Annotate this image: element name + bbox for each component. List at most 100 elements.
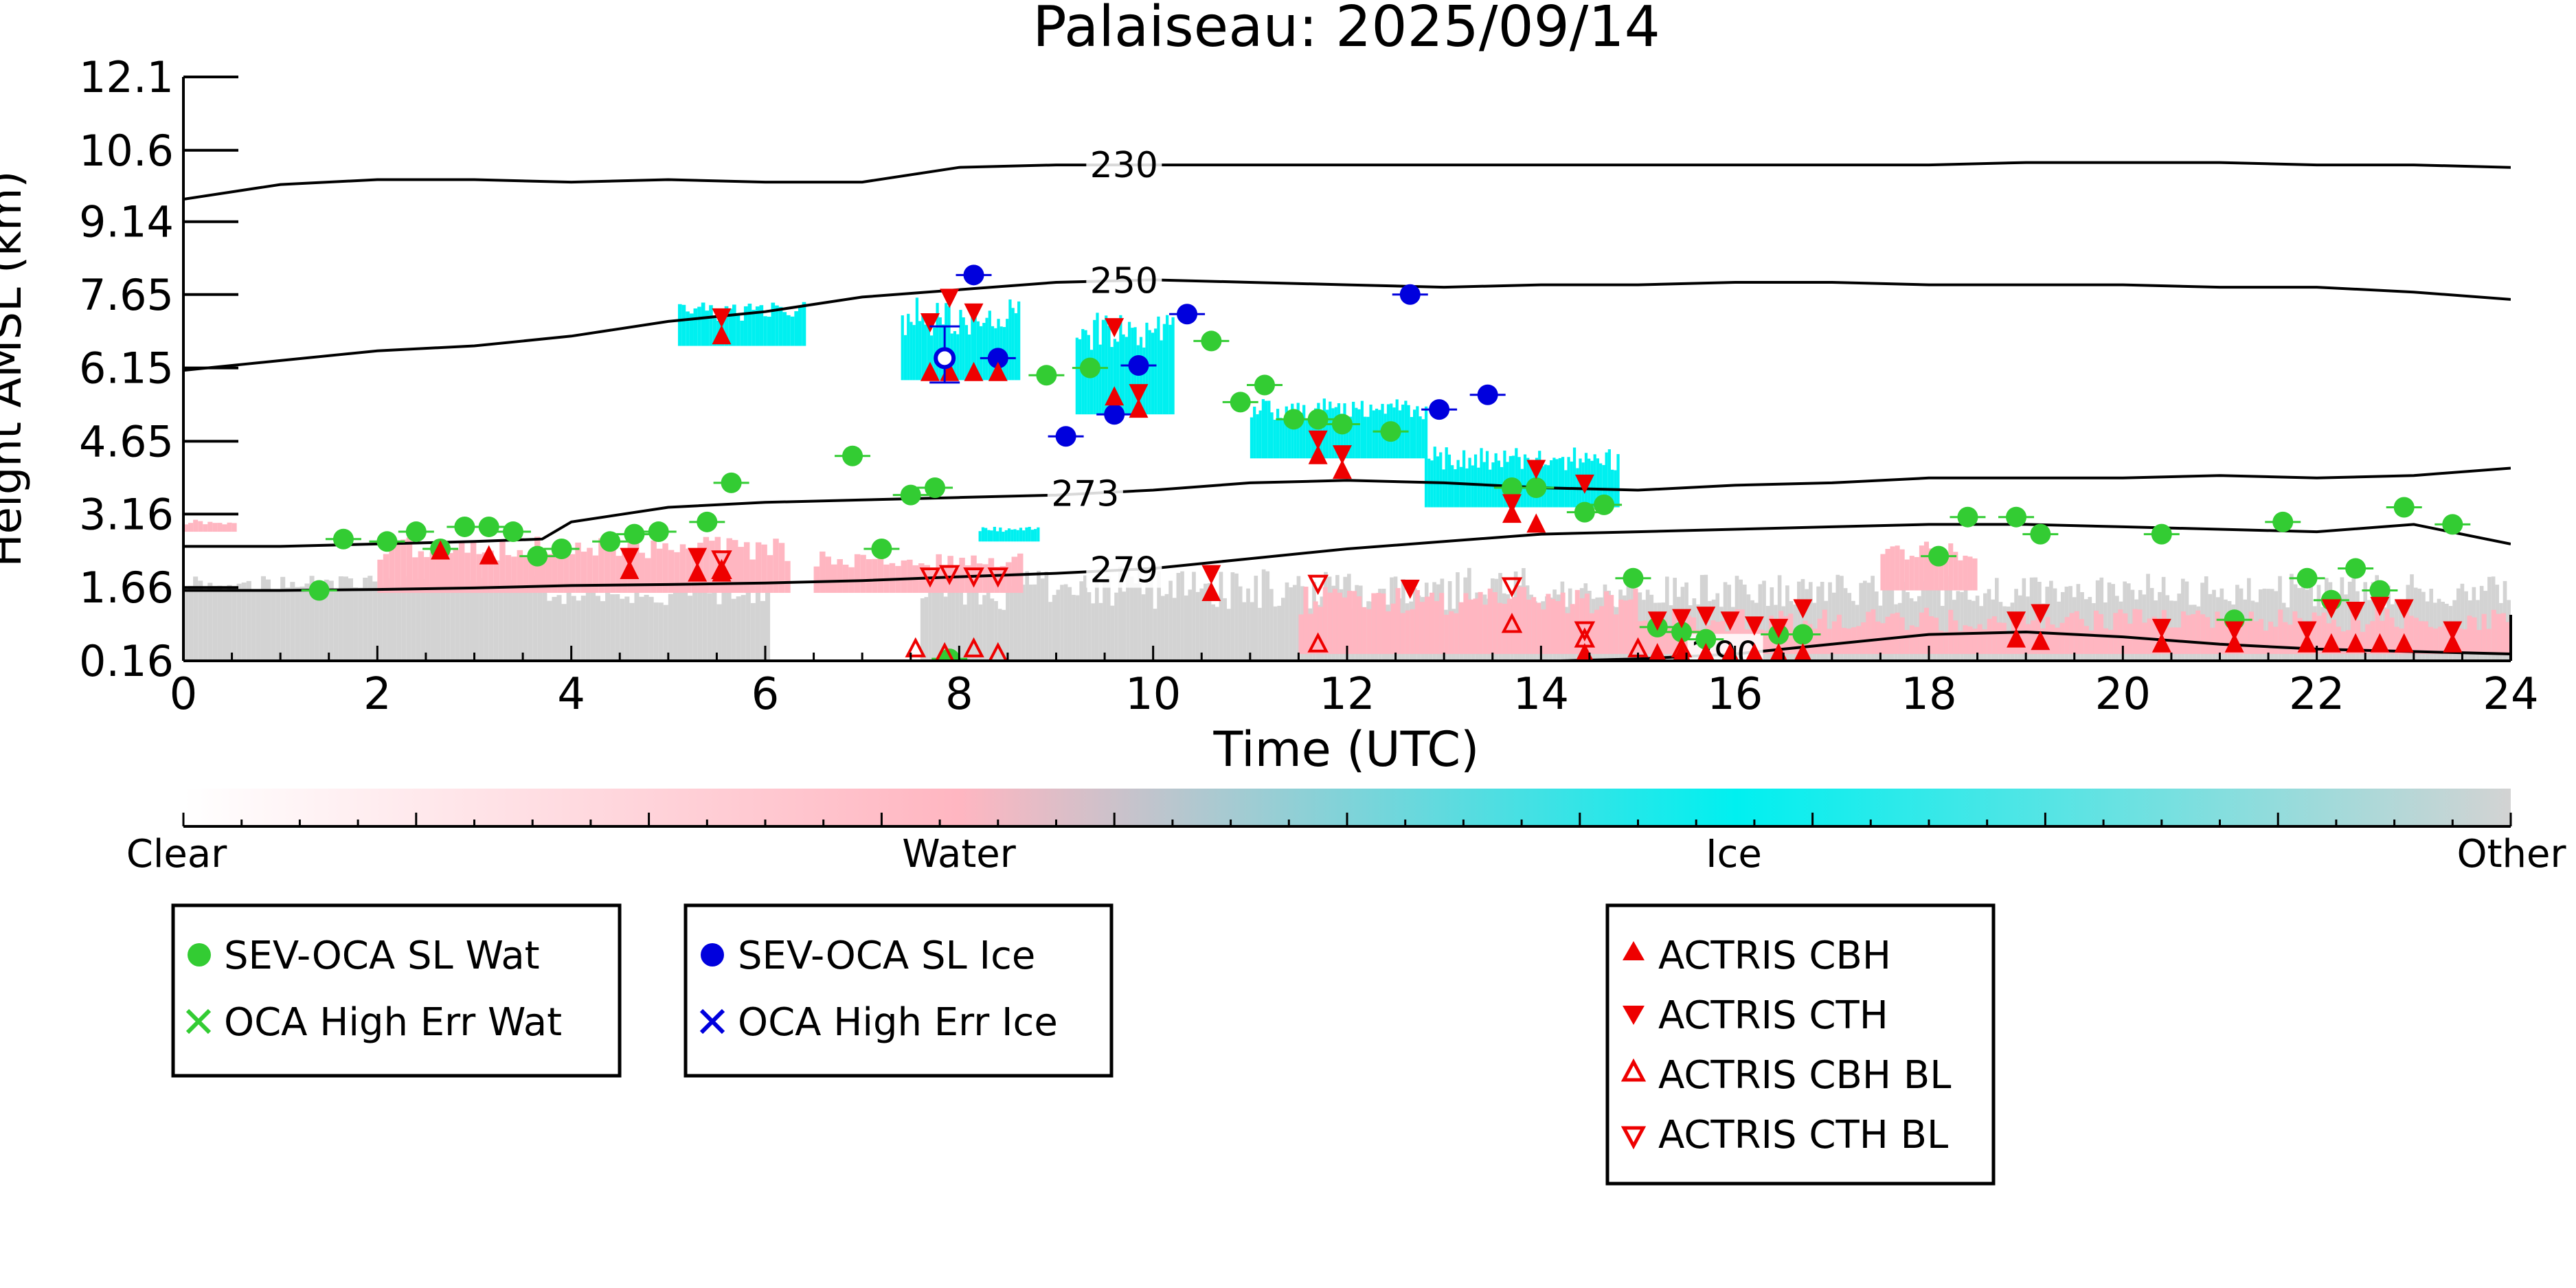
ice-region	[971, 305, 974, 381]
water-region	[854, 554, 861, 594]
water-region	[1327, 592, 1333, 655]
other-region	[978, 604, 983, 661]
water-region	[668, 550, 675, 594]
water-region	[2064, 617, 2070, 655]
other-region	[1863, 580, 1867, 661]
ice-region	[1497, 460, 1501, 508]
other-region	[585, 585, 591, 661]
x-axis-ticks: 0 2 4 6 8 10 12 14 16 18 20 22 24	[170, 646, 2539, 720]
ice-region	[1293, 416, 1297, 459]
actris-cth-point	[1744, 616, 1764, 636]
ice-region	[1552, 457, 1556, 508]
ice-region	[1276, 409, 1280, 459]
water-region	[1972, 629, 1978, 655]
ice-region	[1366, 416, 1370, 459]
ice-region	[1445, 447, 1448, 508]
water-region	[424, 556, 430, 594]
other-region	[271, 589, 276, 661]
ice-region	[681, 304, 686, 346]
ice-region	[743, 306, 748, 346]
ice-region	[1296, 403, 1300, 459]
other-region	[1665, 576, 1669, 661]
water-region	[394, 540, 401, 594]
legend-label-actris-cbh-bl: ACTRIS CBH BL	[1658, 1053, 1951, 1098]
other-region	[760, 600, 765, 661]
water-region	[482, 552, 488, 594]
water-region	[2127, 623, 2133, 655]
legend-label-sev-oca-wat: SEV-OCA SL Wat	[224, 934, 540, 978]
water-region	[1531, 597, 1537, 655]
other-region	[1265, 571, 1270, 661]
water-region	[2476, 630, 2482, 655]
other-region	[474, 582, 479, 661]
ice-region	[907, 313, 910, 381]
ice-region	[984, 528, 988, 542]
sev-oca-wat-point	[721, 472, 742, 493]
cloud-mask-background	[183, 297, 2511, 661]
water-region	[2001, 622, 2007, 655]
water-region	[964, 565, 971, 594]
water-region	[2258, 619, 2264, 655]
water-region	[207, 521, 213, 532]
ice-region	[1078, 339, 1082, 415]
other-region	[518, 577, 523, 661]
other-region	[387, 578, 392, 661]
water-region	[1522, 587, 1527, 655]
other-region	[658, 602, 664, 661]
other-region	[212, 586, 218, 661]
ice-region	[709, 305, 713, 346]
water-region	[1395, 588, 1401, 655]
water-region	[2413, 618, 2419, 655]
actris-cbh-point	[2224, 633, 2244, 653]
water-region	[1506, 598, 1512, 655]
ice-region	[1561, 457, 1565, 508]
ice-region	[1168, 324, 1172, 415]
water-region	[2365, 624, 2371, 655]
actris-cth-point	[2346, 601, 2366, 621]
water-region	[1419, 602, 1425, 655]
water-region	[1977, 624, 1982, 655]
water-region	[1594, 609, 1600, 655]
ice-region	[1494, 453, 1498, 508]
sev-oca-wat-point	[1501, 477, 1522, 498]
actris-cbh-point	[1526, 513, 1546, 533]
sev-oca-wat-point	[2369, 580, 2391, 601]
other-region	[547, 600, 552, 661]
water-region	[2283, 622, 2288, 655]
water-region	[1565, 613, 1570, 655]
ice-region	[1412, 409, 1416, 459]
actris-cbh-point	[2151, 633, 2171, 653]
ice-region	[1160, 340, 1163, 415]
x-tick-label: 8	[945, 669, 973, 720]
other-region	[2340, 577, 2345, 661]
legend-marker-actris-cbh	[1623, 941, 1645, 960]
other-region	[974, 583, 979, 661]
other-region	[716, 604, 722, 661]
contour-line-279	[183, 523, 2511, 592]
other-region	[673, 587, 678, 661]
water-region	[2215, 611, 2220, 655]
sev-oca-wat-point	[1526, 477, 1547, 498]
other-region	[615, 594, 620, 661]
other-region	[639, 596, 644, 661]
other-region	[1037, 570, 1041, 661]
ice-region	[918, 321, 922, 381]
y-axis-ticks: 12.1 10.6 9.14 7.65 6.15 4.65 3.16 1.66 0.16	[79, 52, 238, 686]
sev-oca-ice-point	[1055, 426, 1076, 447]
actris-cth-point	[1769, 618, 1789, 638]
actris-cbh-point	[1105, 386, 1125, 406]
water-region	[1555, 601, 1561, 655]
ice-region	[1605, 452, 1608, 508]
water-region	[709, 541, 715, 594]
other-region	[479, 578, 484, 661]
sev-oca-wat-point	[551, 538, 572, 559]
sev-oca-wat-point	[502, 521, 523, 543]
ice-region	[1515, 448, 1518, 508]
actris-cth-bl-point	[1307, 574, 1329, 596]
ice-region	[1273, 420, 1276, 459]
x-tick-label: 12	[1319, 669, 1375, 720]
other-region	[193, 576, 199, 661]
water-region	[2433, 628, 2439, 655]
water-region	[2074, 611, 2079, 655]
water-region	[1017, 553, 1024, 594]
